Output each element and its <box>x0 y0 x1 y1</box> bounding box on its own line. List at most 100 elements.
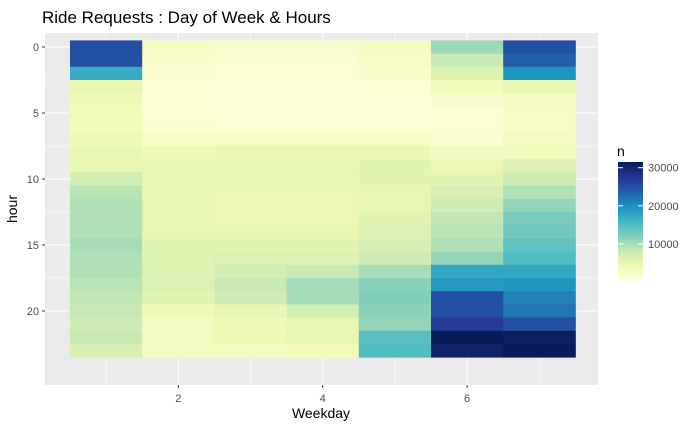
heatmap-cell <box>286 317 360 332</box>
heatmap-cell <box>503 278 576 292</box>
heatmap-cell <box>358 330 432 345</box>
heatmap-cell <box>503 119 576 134</box>
heatmap-cell <box>70 40 143 54</box>
heatmap-cell <box>503 80 576 94</box>
heatmap-cell <box>142 40 215 54</box>
heatmap-cell <box>431 238 504 252</box>
heatmap-cell <box>142 185 215 200</box>
heatmap-cell <box>358 344 432 358</box>
heatmap-cell <box>286 40 360 54</box>
heatmap-cell <box>142 304 215 318</box>
heatmap-cell <box>358 93 432 107</box>
y-tick-label: 15 <box>27 240 39 252</box>
heatmap-cell <box>70 66 143 81</box>
heatmap-cell <box>70 251 143 266</box>
heatmap-cell <box>70 198 143 213</box>
heatmap-cell <box>358 40 432 54</box>
heatmap-cell <box>142 53 215 68</box>
heatmap-cell <box>142 278 215 292</box>
heatmap-cell <box>142 146 215 160</box>
heatmap-cell <box>503 146 576 160</box>
heatmap-cell <box>70 238 143 252</box>
heatmap-cell <box>214 330 287 345</box>
heatmap-cell <box>431 317 504 332</box>
heatmap-cell <box>214 185 287 200</box>
heatmap-cell <box>142 106 215 120</box>
heatmap-cell <box>431 251 504 266</box>
heatmap-cell <box>214 264 287 279</box>
heatmap-cell <box>431 66 504 81</box>
heatmap-cell <box>431 132 504 147</box>
y-tick-label: 20 <box>27 306 39 318</box>
heatmap-cell <box>431 159 504 173</box>
heatmap-cell <box>431 106 504 120</box>
heatmap-cell <box>358 53 432 68</box>
heatmap-cell <box>70 93 143 107</box>
heatmap-cell <box>142 317 215 332</box>
heatmap-cell <box>503 264 576 279</box>
heatmap-cell <box>286 251 360 266</box>
heatmap-cell <box>431 344 504 358</box>
heatmap-cell <box>214 146 287 160</box>
heatmap-cell <box>503 172 576 186</box>
heatmap-cell <box>142 344 215 358</box>
heatmap-cell <box>286 172 360 186</box>
heatmap-cell <box>214 317 287 332</box>
heatmap-cell <box>358 264 432 279</box>
heatmap-cell <box>286 304 360 318</box>
heatmap-cell <box>358 80 432 94</box>
heatmap-cell <box>503 185 576 200</box>
heatmap-cell <box>70 106 143 120</box>
heatmap-cell <box>286 344 360 358</box>
heatmap-cell <box>214 53 287 68</box>
heatmap-cell <box>503 225 576 239</box>
heatmap-cell <box>431 172 504 186</box>
heatmap-cell <box>431 146 504 160</box>
heatmap-cell <box>214 106 287 120</box>
heatmap-cell <box>358 146 432 160</box>
heatmap-cell <box>431 264 504 279</box>
heatmap-cell <box>214 132 287 147</box>
heatmap-cell <box>503 317 576 332</box>
heatmap-cell <box>503 53 576 68</box>
heatmap-cell <box>503 66 576 81</box>
legend-tick-label: 30000 <box>648 163 679 175</box>
x-tick-label: 2 <box>175 393 181 405</box>
heatmap-cell <box>358 291 432 305</box>
heatmap-cell <box>503 238 576 252</box>
heatmap-cell <box>70 146 143 160</box>
x-tick-label: 4 <box>320 393 326 405</box>
y-tick-label: 5 <box>33 108 39 120</box>
heatmap-cell <box>503 106 576 120</box>
heatmap-cell <box>70 317 143 332</box>
heatmap-cell <box>431 225 504 239</box>
heatmap-cell <box>503 40 576 54</box>
heatmap-cell <box>431 212 504 226</box>
heatmap-cell <box>358 212 432 226</box>
heatmap-cell <box>358 238 432 252</box>
y-tick-label: 0 <box>33 42 39 54</box>
heatmap-cell <box>503 344 576 358</box>
heatmap-cell <box>70 304 143 318</box>
heatmap-cell <box>142 66 215 81</box>
heatmap-cell <box>431 119 504 134</box>
legend-colorbar <box>618 162 643 280</box>
heatmap-cell <box>286 212 360 226</box>
heatmap-cell <box>358 198 432 213</box>
heatmap-cell <box>358 278 432 292</box>
heatmap-cell <box>503 330 576 345</box>
heatmap-cell <box>286 185 360 200</box>
heatmap-cell <box>214 278 287 292</box>
heatmap-cell <box>286 106 360 120</box>
heatmap-cell <box>214 172 287 186</box>
y-axis-title: hour <box>4 195 20 223</box>
heatmap-cell <box>70 80 143 94</box>
heatmap-cell <box>142 93 215 107</box>
heatmap-cell <box>358 106 432 120</box>
heatmap-cell <box>286 264 360 279</box>
legend: n 10000 20000 30000 <box>617 143 679 280</box>
heatmap-cell <box>503 93 576 107</box>
heatmap-cell <box>214 93 287 107</box>
heatmap-cell <box>70 53 143 68</box>
x-tick-label: 6 <box>464 393 470 405</box>
